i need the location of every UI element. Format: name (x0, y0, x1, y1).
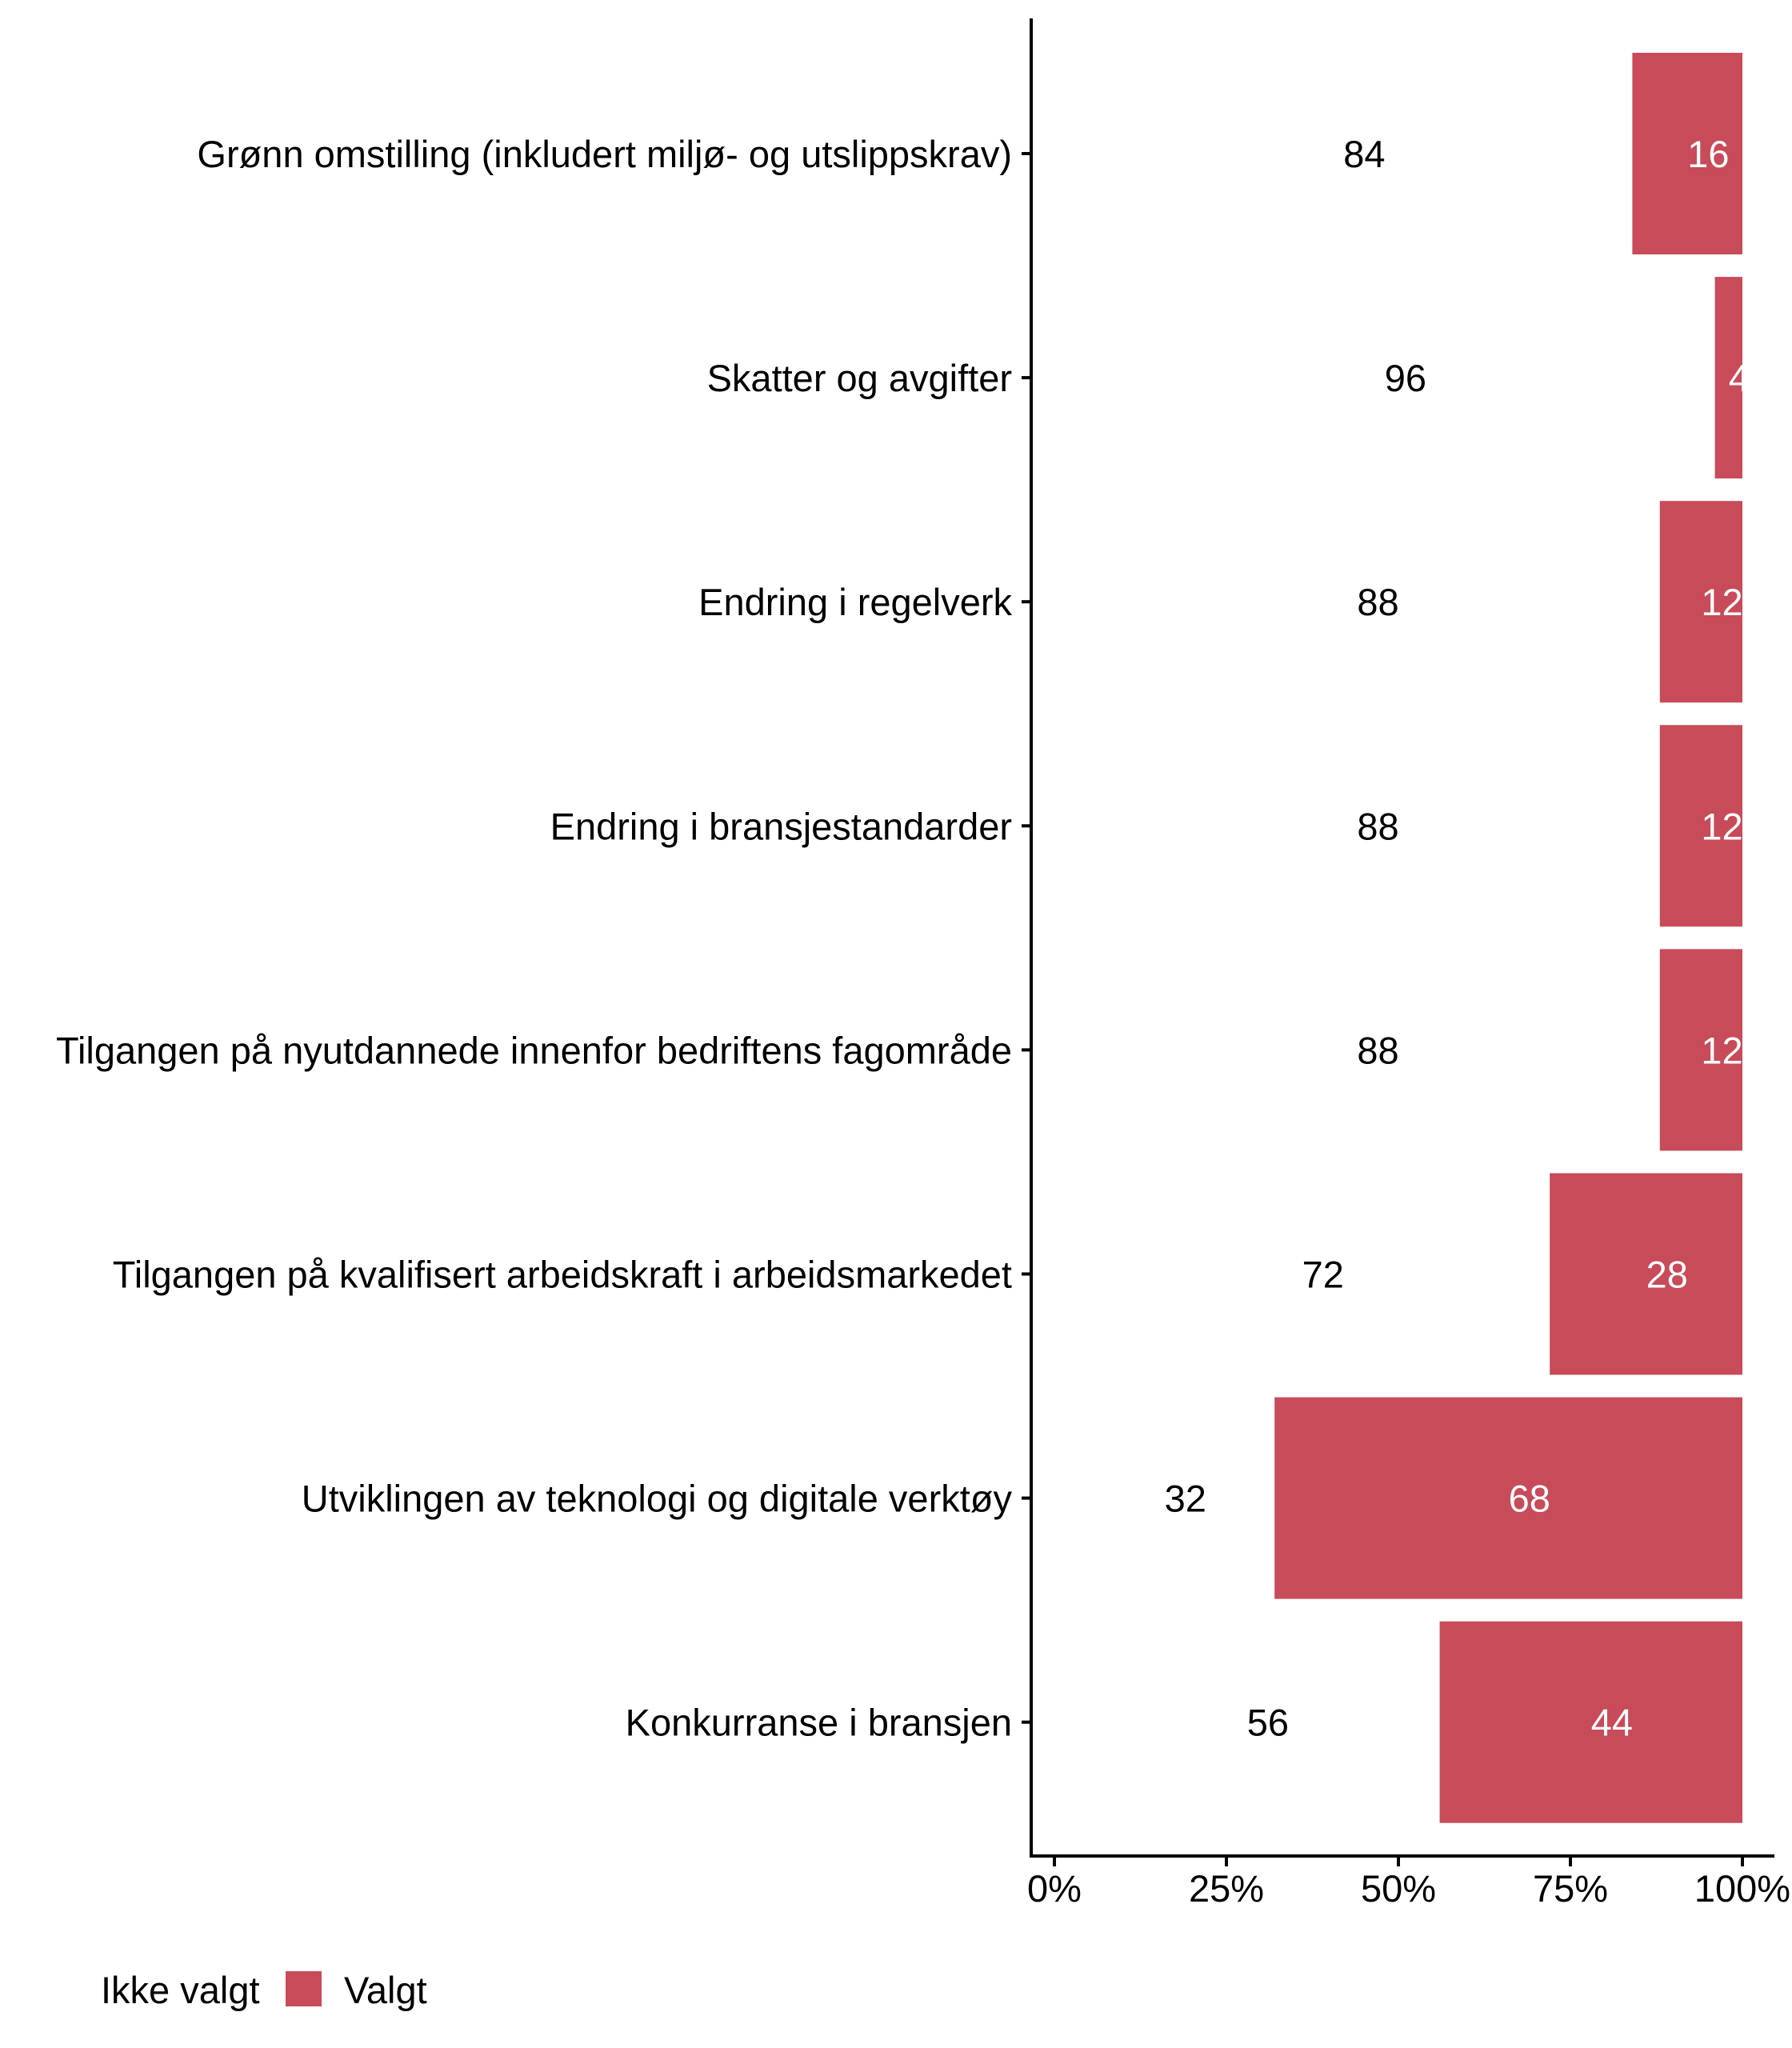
bar-valgt-utviklingen-av-teknologi-og-digitale-verkt-y (1274, 1397, 1742, 1599)
legend: Ikke valgt Valgt (101, 1969, 427, 2011)
y-axis: Grønn omstilling (inkludert miljø- og ut… (56, 18, 1033, 1858)
value-label-ikke-valgt: 88 (1357, 1029, 1398, 1071)
value-label-ikke-valgt: 32 (1165, 1478, 1206, 1520)
value-label-ikke-valgt: 88 (1357, 581, 1398, 623)
category-label-utviklingen-av-teknologi-og-digitale-verkt-y: Utviklingen av teknologi og digitale ver… (302, 1478, 1013, 1520)
category-label-tilgangen-pa-nyutdannede-innenfor-bedriftens-fagomra-de: Tilgangen på nyutdannede innenfor bedrif… (56, 1029, 1012, 1071)
value-label-valgt: 12 (1701, 805, 1742, 847)
bar-valgt-endring-i-regelverk (1659, 501, 1742, 703)
x-tick-label: 100% (1694, 1867, 1790, 1910)
value-label-valgt: 12 (1701, 581, 1742, 623)
x-tick-label: 0% (1027, 1867, 1082, 1910)
category-label-gr-nn-omstilling-inkludert-milj-og-utslippskrav: Grønn omstilling (inkludert miljø- og ut… (197, 133, 1012, 175)
x-tick-label: 25% (1189, 1867, 1264, 1910)
bar-valgt-endring-i-bransjestandarder (1659, 725, 1742, 927)
bar-valgt-skatter-og-avgifter (1714, 277, 1742, 479)
value-label-valgt: 28 (1646, 1254, 1688, 1296)
bar-valgt-konkurranse-i-bransjen (1439, 1621, 1742, 1823)
value-label-ikke-valgt: 56 (1247, 1702, 1289, 1744)
value-labels-layer: 84 16 96 4 88 12 88 12 88 12 72 28 32 68 56 44 (1165, 133, 1750, 1744)
value-label-ikke-valgt: 84 (1343, 133, 1385, 175)
bar-valgt-tilgangen-pa-nyutdannede-innenfor-bedriftens-fagomra-de (1659, 949, 1742, 1151)
x-tick-label: 75% (1533, 1867, 1608, 1910)
legend-swatch-valgt (286, 1971, 322, 2006)
category-label-endring-i-regelverk: Endring i regelverk (698, 581, 1012, 623)
value-label-ikke-valgt: 72 (1302, 1254, 1344, 1296)
bar-valgt-gr-nn-omstilling-inkludert-milj-og-utslippskrav (1632, 53, 1742, 254)
category-label-tilgangen-pa-kvalifisert-arbeidskraft-i-arbeidsmarkedet: Tilgangen på kvalifisert arbeidskraft i … (113, 1254, 1012, 1296)
x-tick-label: 50% (1361, 1867, 1436, 1910)
value-label-valgt: 68 (1509, 1478, 1550, 1520)
category-label-skatter-og-avgifter: Skatter og avgifter (707, 357, 1012, 399)
category-label-konkurranse-i-bransjen: Konkurranse i bransjen (626, 1702, 1012, 1744)
value-label-valgt: 4 (1729, 357, 1750, 399)
legend-label-valgt: Valgt (344, 1969, 427, 2011)
value-label-valgt: 44 (1591, 1702, 1633, 1744)
value-label-ikke-valgt: 88 (1357, 805, 1398, 847)
legend-label-ikke-valgt: Ikke valgt (101, 1969, 260, 2011)
value-label-valgt: 16 (1687, 133, 1729, 175)
x-axis: 0% 25% 50% 75% 100% (1027, 1854, 1790, 1910)
value-label-ikke-valgt: 96 (1385, 357, 1426, 399)
x-ticks: 0% 25% 50% 75% 100% (1027, 1856, 1790, 1910)
bar-valgt-tilgangen-pa-kvalifisert-arbeidskraft-i-arbeidsmarkedet (1550, 1173, 1742, 1375)
value-label-valgt: 12 (1701, 1029, 1742, 1071)
category-label-endring-i-bransjestandarder: Endring i bransjestandarder (550, 805, 1012, 847)
bars-layer (1274, 53, 1742, 1823)
y-ticks: Grønn omstilling (inkludert miljø- og ut… (56, 133, 1031, 1744)
